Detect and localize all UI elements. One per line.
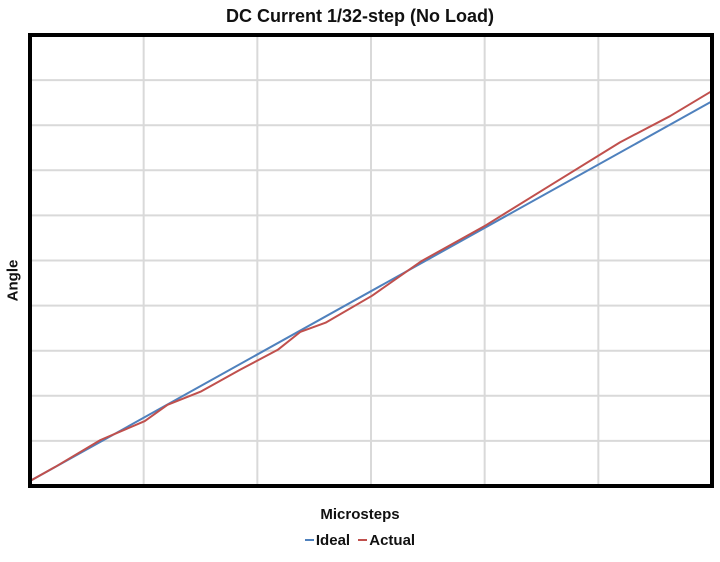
- legend: Ideal Actual: [0, 528, 720, 549]
- legend-label-actual: Actual: [369, 531, 416, 549]
- series-line-ideal: [29, 100, 713, 482]
- plot-border: [28, 33, 714, 488]
- legend-item-actual: Actual: [358, 532, 415, 549]
- x-axis-label: Microsteps: [320, 506, 400, 523]
- legend-item-ideal: Ideal: [304, 531, 351, 549]
- chart-title: DC Current 1/32-step (No Load): [225, 6, 495, 26]
- legend-swatch-actual: [358, 539, 368, 541]
- legend-label-ideal: Ideal: [315, 531, 351, 549]
- series-line-actual: [29, 90, 713, 482]
- legend-swatch-ideal: [304, 539, 314, 541]
